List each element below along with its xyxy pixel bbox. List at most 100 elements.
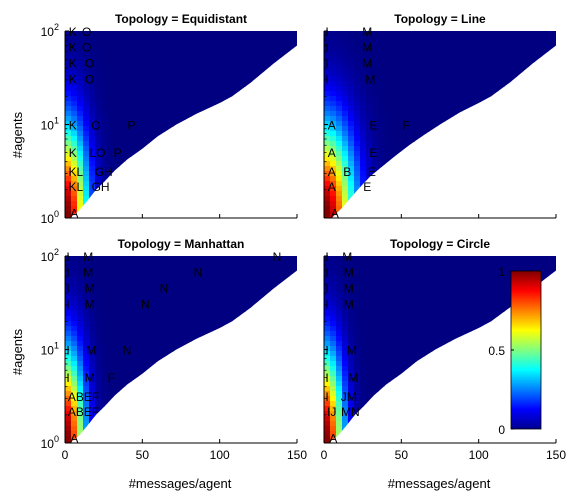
heatmap-cell (269, 131, 276, 137)
heatmap-cell (209, 261, 216, 267)
heatmap-cell (227, 356, 234, 362)
heatmap-cell (107, 366, 114, 372)
heatmap-cell (185, 386, 192, 392)
heatmap-cell (342, 31, 349, 37)
heatmap-cell (77, 371, 84, 377)
heatmap-cell (77, 291, 84, 297)
heatmap-cell (215, 256, 222, 262)
heatmap-cell (227, 321, 234, 327)
heatmap-cell (209, 326, 216, 332)
heatmap-cell (251, 141, 258, 147)
heatmap-cell (137, 111, 144, 117)
heatmap-cell (336, 416, 343, 422)
heatmap-cell (336, 361, 343, 367)
heatmap-cell (263, 216, 270, 218)
heatmap-cell (239, 401, 246, 407)
heatmap-cell (89, 51, 96, 57)
heatmap-cell (251, 156, 258, 162)
heatmap-cell (113, 366, 120, 372)
heatmap-cell (155, 51, 162, 57)
heatmap-cell (185, 126, 192, 132)
heatmap-cell (65, 86, 72, 92)
heatmap-cell (149, 126, 156, 132)
heatmap-cell (155, 201, 162, 207)
heatmap-cell (203, 41, 210, 47)
heatmap-cell (269, 96, 276, 102)
heatmap-cell (227, 281, 234, 287)
heatmap-cell (221, 386, 228, 392)
x-tick-label: 100 (210, 448, 230, 462)
heatmap-cell (486, 181, 493, 187)
heatmap-cell (251, 311, 258, 317)
heatmap-cell (546, 86, 553, 92)
heatmap-cell (275, 91, 282, 97)
heatmap-cell (65, 171, 72, 177)
heatmap-cell (372, 36, 379, 42)
heatmap-cell (239, 411, 246, 417)
heatmap-cell (342, 186, 349, 192)
heatmap-cell (239, 151, 246, 157)
heatmap-cell (143, 101, 150, 107)
heatmap-cell (233, 266, 240, 272)
heatmap-cell (119, 146, 126, 152)
heatmap-cell (251, 106, 258, 112)
heatmap-cell (71, 401, 78, 407)
heatmap-cell (540, 31, 547, 37)
heatmap-cell (257, 161, 264, 167)
heatmap-cell (89, 276, 96, 282)
heatmap-cell (540, 121, 547, 127)
heatmap-cell (89, 396, 96, 402)
heatmap-cell (342, 401, 349, 407)
heatmap-cell (390, 91, 397, 97)
heatmap-cell (89, 291, 96, 297)
heatmap-cell (71, 256, 78, 262)
heatmap-cell (257, 141, 264, 147)
heatmap-cell (245, 416, 252, 422)
heatmap-cell (360, 126, 367, 132)
heatmap-cell (342, 311, 349, 317)
heatmap-cell (534, 191, 541, 197)
heatmap-cell (528, 81, 535, 87)
heatmap-cell (522, 201, 529, 207)
heatmap-cell (348, 41, 355, 47)
heatmap-cell (71, 56, 78, 62)
heatmap-cell (257, 371, 264, 377)
heatmap-cell (143, 196, 150, 202)
heatmap-cell (113, 196, 120, 202)
heatmap-cell (432, 111, 439, 117)
heatmap-cell (77, 381, 84, 387)
heatmap-cell (149, 161, 156, 167)
heatmap-cell (185, 131, 192, 137)
heatmap-cell (239, 131, 246, 137)
heatmap-cell (173, 436, 180, 442)
heatmap-cell (203, 106, 210, 112)
heatmap-cell (360, 66, 367, 72)
heatmap-cell (498, 56, 505, 62)
heatmap-cell (324, 146, 331, 152)
heatmap-cell (372, 431, 379, 437)
heatmap-cell (113, 316, 120, 322)
heatmap-cell (486, 51, 493, 57)
heatmap-cell (354, 81, 361, 87)
heatmap-cell (540, 196, 547, 202)
heatmap-cell (366, 381, 373, 387)
heatmap-cell (354, 261, 361, 267)
heatmap-cell (179, 316, 186, 322)
heatmap-cell (221, 291, 228, 297)
heatmap-cell (167, 441, 174, 443)
heatmap-cell (71, 186, 78, 192)
heatmap-cell (516, 196, 523, 202)
heatmap-cell (77, 206, 84, 212)
heatmap-cell (426, 126, 433, 132)
heatmap-cell (348, 56, 355, 62)
heatmap-cell (203, 341, 210, 347)
heatmap-cell (528, 56, 535, 62)
heatmap-cell (552, 166, 556, 172)
heatmap-cell (71, 166, 78, 172)
heatmap-cell (197, 206, 204, 212)
heatmap-cell (167, 311, 174, 317)
heatmap-cell (257, 291, 264, 297)
heatmap-cell (149, 366, 156, 372)
heatmap-cell (173, 36, 180, 42)
heatmap-cell (450, 116, 457, 122)
